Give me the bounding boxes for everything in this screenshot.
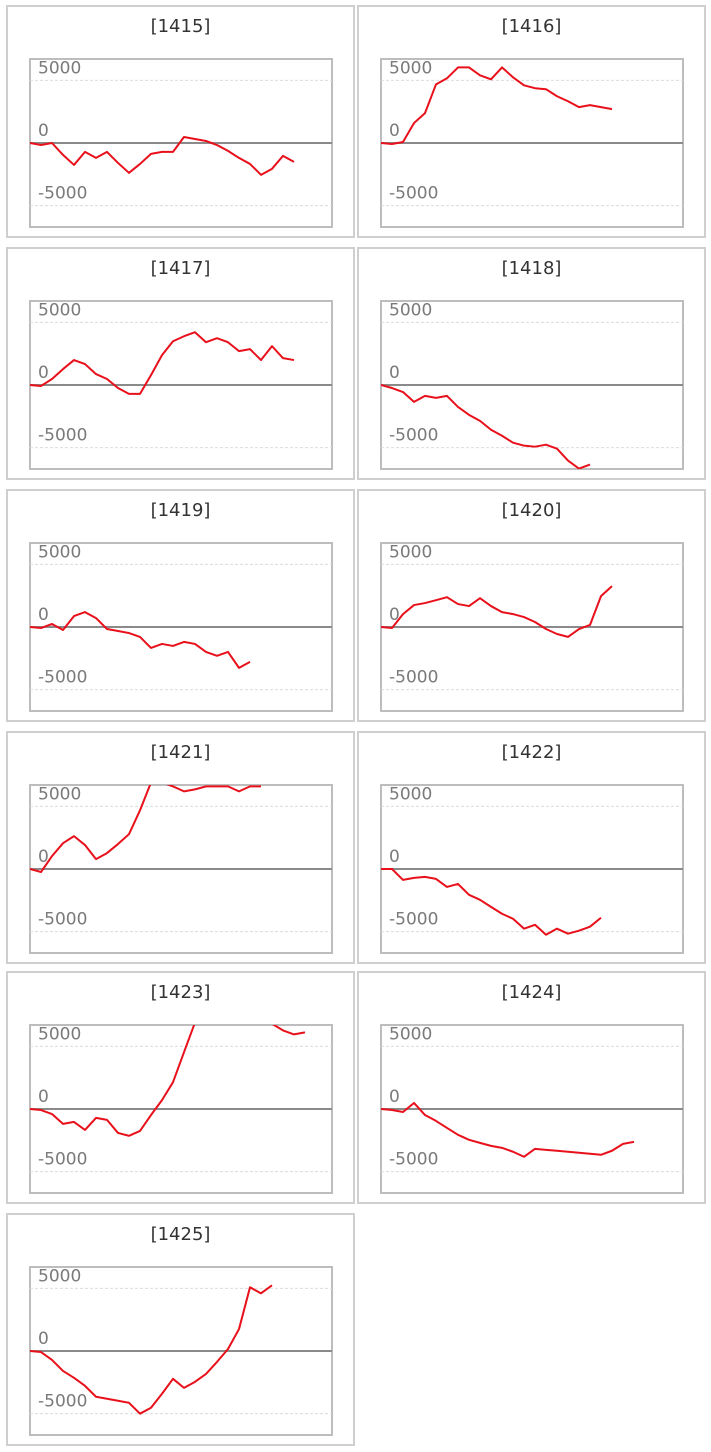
- data-line: [381, 384, 591, 469]
- data-line: [30, 611, 251, 669]
- chart-panel: [1418] 5000 0 -5000: [357, 247, 706, 480]
- y-tick-label: -5000: [38, 1150, 87, 1170]
- chart-panel: [1421] 5000 0 -5000: [6, 731, 355, 964]
- chart-panel: [1419] 5000 0 -5000: [6, 489, 355, 722]
- chart-panel: [1420] 5000 0 -5000: [357, 489, 706, 722]
- y-tick-label: 0: [38, 121, 49, 141]
- y-tick-label: 5000: [389, 1024, 432, 1044]
- chart-title: [1421]: [151, 742, 211, 763]
- y-tick-label: 0: [38, 363, 49, 383]
- data-line: [30, 1284, 273, 1415]
- chart-title: [1420]: [502, 500, 562, 521]
- y-tick-label: 5000: [38, 1024, 81, 1044]
- chart-panel: [1422] 5000 0 -5000: [357, 731, 706, 964]
- data-line: [30, 135, 295, 176]
- data-line: [381, 868, 602, 936]
- y-tick-label: 5000: [389, 784, 432, 804]
- y-tick-label: -5000: [38, 426, 87, 446]
- chart-title: [1422]: [502, 742, 562, 763]
- y-tick-label: -5000: [389, 910, 438, 930]
- chart-panel: [1416] 5000 0 -5000: [357, 5, 706, 238]
- y-tick-label: -5000: [38, 668, 87, 688]
- y-tick-label: -5000: [38, 910, 87, 930]
- chart-panel: [1424] 5000 0 -5000: [357, 971, 706, 1204]
- y-tick-label: 0: [38, 605, 49, 625]
- y-tick-label: -5000: [389, 1150, 438, 1170]
- chart-title: [1424]: [502, 982, 562, 1003]
- y-tick-label: 5000: [389, 58, 432, 78]
- y-tick-label: 0: [389, 1087, 400, 1107]
- data-line: [30, 331, 295, 395]
- data-line: [30, 785, 261, 874]
- y-tick-label: -5000: [389, 426, 438, 446]
- y-tick-label: -5000: [389, 184, 438, 204]
- data-line: [381, 66, 613, 146]
- chart-title: [1418]: [502, 258, 562, 279]
- y-tick-label: 5000: [389, 542, 432, 562]
- y-tick-label: 0: [389, 363, 400, 383]
- y-tick-label: 5000: [38, 300, 81, 320]
- y-tick-label: 0: [389, 121, 400, 141]
- chart-title: [1417]: [151, 258, 211, 279]
- y-tick-label: 0: [389, 605, 400, 625]
- y-tick-label: 5000: [38, 542, 81, 562]
- chart-panel: [1415] 5000 0 -5000: [6, 5, 355, 238]
- y-tick-label: -5000: [38, 184, 87, 204]
- y-tick-label: 0: [389, 847, 400, 867]
- chart-title: [1425]: [151, 1224, 211, 1245]
- y-tick-label: -5000: [389, 668, 438, 688]
- chart-panel: [1425] 5000 0 -5000: [6, 1213, 355, 1446]
- y-tick-label: -5000: [38, 1392, 87, 1412]
- y-tick-label: 0: [38, 1329, 49, 1349]
- chart-title: [1415]: [151, 16, 211, 37]
- data-line: [381, 1101, 635, 1158]
- chart-title: [1423]: [151, 982, 211, 1003]
- y-tick-label: 5000: [38, 58, 81, 78]
- chart-panel: [1423] 5000 0 -5000: [6, 971, 355, 1204]
- y-tick-label: 5000: [389, 300, 432, 320]
- y-tick-label: 0: [38, 847, 49, 867]
- y-tick-label: 5000: [38, 1266, 81, 1286]
- data-line: [381, 585, 613, 638]
- chart-title: [1416]: [502, 16, 562, 37]
- chart-panel: [1417] 5000 0 -5000: [6, 247, 355, 480]
- y-tick-label: 0: [38, 1087, 49, 1107]
- chart-title: [1419]: [151, 500, 211, 521]
- y-tick-label: 5000: [38, 784, 81, 804]
- data-line: [30, 1025, 306, 1137]
